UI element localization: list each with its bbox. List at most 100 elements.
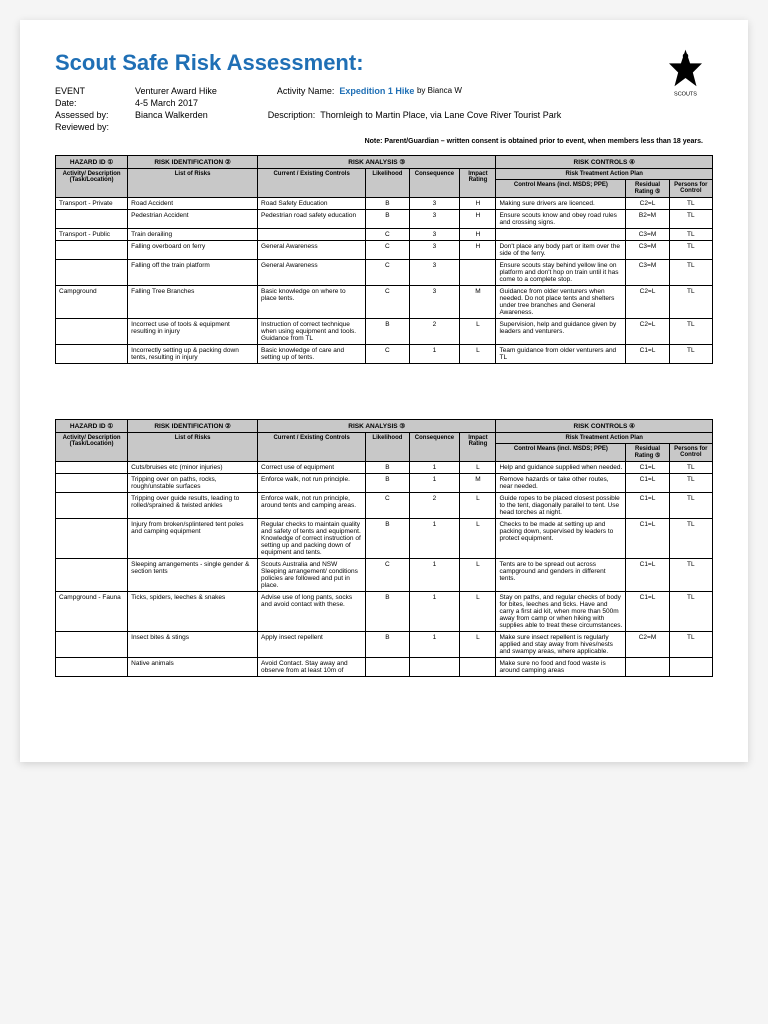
cell-cons: 3 [409, 260, 460, 286]
cell-person: TL [669, 210, 712, 229]
desc-label: Description: [268, 110, 316, 120]
date-label: Date: [55, 98, 135, 108]
cell-cons: 2 [409, 319, 460, 345]
th-current: Current / Existing Controls [258, 433, 366, 462]
cell-hazard [56, 260, 128, 286]
cell-risk: Injury from broken/splintered tent poles… [128, 519, 258, 559]
cell-risk: Sleeping arrangements - single gender & … [128, 559, 258, 592]
cell-risk: Road Accident [128, 198, 258, 210]
cell-like: B [366, 474, 409, 493]
cell-impact: L [460, 462, 496, 474]
cell-risk: Cuts/bruises etc (minor injuries) [128, 462, 258, 474]
cell-like: B [366, 319, 409, 345]
cell-hazard [56, 632, 128, 658]
cell-risk: Falling overboard on ferry [128, 241, 258, 260]
reviewed-label: Reviewed by: [55, 122, 135, 132]
cell-hazard [56, 559, 128, 592]
cell-resid: C1=L [626, 493, 669, 519]
cell-like: B [366, 462, 409, 474]
cell-hazard [56, 462, 128, 474]
table-row: Transport - Private Road Accident Road S… [56, 198, 713, 210]
cell-person [669, 658, 712, 677]
cell-hazard [56, 345, 128, 364]
cell-risk: Tripping over guide results, leading to … [128, 493, 258, 519]
cell-cons: 1 [409, 519, 460, 559]
th-activity: Activity/ Description (Task/Location) [56, 169, 128, 198]
cell-like: B [366, 632, 409, 658]
table-row: Campground - Fauna Ticks, spiders, leech… [56, 592, 713, 632]
cell-like [366, 658, 409, 677]
th-hazard: HAZARD ID ① [56, 420, 128, 433]
cell-cons: 3 [409, 241, 460, 260]
cell-impact: L [460, 345, 496, 364]
cell-means: Help and guidance supplied when needed. [496, 462, 626, 474]
cell-impact: H [460, 229, 496, 241]
cell-like: C [366, 260, 409, 286]
th-controls: RISK CONTROLS ④ [496, 420, 713, 433]
th-controls: RISK CONTROLS ④ [496, 156, 713, 169]
th-impact: Impact Rating [460, 169, 496, 198]
th-risk-ident: RISK IDENTIFICATION ② [128, 156, 258, 169]
th-hazard: HAZARD ID ① [56, 156, 128, 169]
cell-cons [409, 658, 460, 677]
th-cons: Consequence [409, 433, 460, 462]
cell-person: TL [669, 519, 712, 559]
cell-cons: 3 [409, 286, 460, 319]
activity-label: Activity Name: [277, 86, 335, 96]
cell-means: Don't place any body part or item over t… [496, 241, 626, 260]
table-row: Incorrectly setting up & packing down te… [56, 345, 713, 364]
th-resid: Residual Rating ⑤ [626, 444, 669, 462]
cell-cons: 2 [409, 493, 460, 519]
cell-risk: Incorrectly setting up & packing down te… [128, 345, 258, 364]
table-row: Pedestrian Accident Pedestrian road safe… [56, 210, 713, 229]
cell-risk: Train derailing [128, 229, 258, 241]
risk-table-2: HAZARD ID ① RISK IDENTIFICATION ② RISK A… [55, 419, 713, 677]
cell-risk: Native animals [128, 658, 258, 677]
th-plan: Risk Treatment Action Plan [496, 433, 713, 444]
th-person: Persons for Control [669, 180, 712, 198]
cell-like: B [366, 592, 409, 632]
cell-impact: M [460, 286, 496, 319]
assessed-label: Assessed by: [55, 110, 135, 120]
cell-resid: C1=L [626, 474, 669, 493]
cell-impact: L [460, 592, 496, 632]
cell-hazard [56, 493, 128, 519]
cell-person: TL [669, 319, 712, 345]
cell-means: Guide ropes to be placed closest possibl… [496, 493, 626, 519]
cell-cons: 1 [409, 345, 460, 364]
table-row: Transport - Public Train derailing C 3 H… [56, 229, 713, 241]
document-page: SCOUTS Scout Safe Risk Assessment: EVENT… [20, 20, 748, 762]
cell-controls: Advise use of long pants, socks and avoi… [258, 592, 366, 632]
cell-hazard [56, 519, 128, 559]
cell-hazard [56, 474, 128, 493]
risk-table-1: HAZARD ID ① RISK IDENTIFICATION ② RISK A… [55, 155, 713, 364]
cell-like: C [366, 559, 409, 592]
cell-controls: Road Safety Education [258, 198, 366, 210]
desc-value: Thornleigh to Martin Place, via Lane Cov… [320, 110, 561, 120]
scouts-logo: SCOUTS [658, 45, 713, 100]
activity-name: Expedition 1 Hike [339, 86, 414, 96]
cell-cons: 3 [409, 210, 460, 229]
consent-note: Note: Parent/Guardian – written consent … [55, 138, 713, 145]
cell-resid: B2=M [626, 210, 669, 229]
cell-means: Ensure scouts know and obey road rules a… [496, 210, 626, 229]
cell-risk: Pedestrian Accident [128, 210, 258, 229]
cell-cons: 3 [409, 229, 460, 241]
cell-like: B [366, 198, 409, 210]
cell-controls: Regular checks to maintain quality and s… [258, 519, 366, 559]
th-impact: Impact Rating [460, 433, 496, 462]
cell-hazard: Campground [56, 286, 128, 319]
th-plan: Risk Treatment Action Plan [496, 169, 713, 180]
cell-resid: C3=M [626, 260, 669, 286]
cell-means: Make sure insect repellent is regularly … [496, 632, 626, 658]
cell-controls [258, 229, 366, 241]
cell-controls: Apply insect repellent [258, 632, 366, 658]
cell-impact: L [460, 632, 496, 658]
cell-means: Remove hazards or take other routes, nea… [496, 474, 626, 493]
cell-impact: M [460, 474, 496, 493]
cell-impact: L [460, 493, 496, 519]
cell-like: B [366, 210, 409, 229]
cell-controls: Pedestrian road safety education [258, 210, 366, 229]
cell-resid [626, 658, 669, 677]
cell-controls: Instruction of correct technique when us… [258, 319, 366, 345]
